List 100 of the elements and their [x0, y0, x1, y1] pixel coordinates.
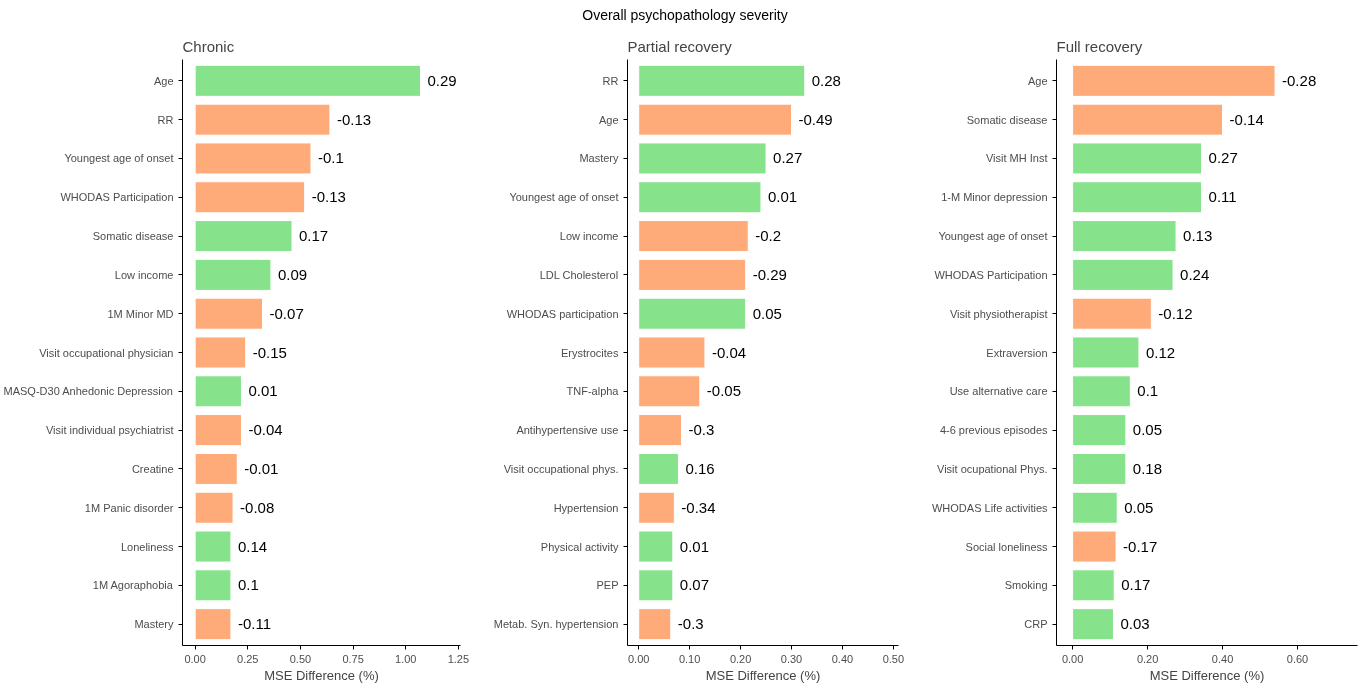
bar	[638, 258, 747, 291]
text: Overall psychopathology severity	[582, 6, 788, 25]
y-tick-label: Age	[1027, 74, 1048, 87]
x-tick-label: 0.60	[1286, 652, 1309, 665]
y-tick-label: CRP	[1024, 618, 1048, 631]
x-tick-label: 0.00	[1061, 652, 1084, 665]
y-tick-label: WHODAS Participation	[60, 191, 174, 204]
annotation: 0.01	[767, 188, 798, 206]
y-tick-label: LDL Cholesterol	[539, 268, 619, 281]
bar	[638, 64, 806, 97]
x-axis-title: MSE Difference (%)	[1149, 667, 1265, 683]
y-tick-label: RR	[602, 74, 619, 87]
bar	[638, 103, 793, 136]
annotation: 0.27	[773, 149, 803, 167]
y-tick-label: Mastery	[579, 152, 619, 165]
bar	[638, 414, 682, 447]
bar	[638, 530, 674, 563]
chart-title: Partial recovery	[627, 37, 733, 55]
bar	[194, 608, 232, 641]
chart-title: Full recovery	[1056, 37, 1143, 55]
y-tick-label: Use alternative care	[949, 385, 1048, 398]
y-tick-label: Visit MH Inst	[985, 152, 1048, 165]
annotation: 0.17	[299, 227, 329, 245]
y-tick-label: MASQ-D30 Anhedonic Depression	[3, 385, 173, 398]
bar	[194, 414, 242, 447]
bar	[1072, 414, 1127, 447]
y-tick-label: PEP	[596, 579, 619, 592]
y-tick-label: TNF-alpha	[566, 385, 620, 398]
y-tick-label: Visit physiotherapist	[949, 307, 1048, 320]
y-tick-label: 1M Agoraphobia	[92, 579, 174, 592]
bar	[194, 336, 247, 369]
annotation: 0.24	[1180, 265, 1210, 283]
annotation: 0.05	[1124, 498, 1154, 516]
x-tick-label: 0.50	[289, 652, 312, 665]
bar	[638, 181, 762, 214]
bar	[194, 530, 232, 563]
bar	[638, 608, 672, 641]
bar	[194, 103, 331, 136]
y-tick-label: 1M Panic disorder	[84, 501, 174, 514]
bar	[638, 142, 767, 175]
bar	[1072, 64, 1276, 97]
bar	[1072, 181, 1203, 214]
annotation: 0.27	[1208, 149, 1238, 167]
bar	[1072, 375, 1131, 408]
bar	[1072, 258, 1174, 291]
y-tick-label: WHODAS participation	[506, 307, 619, 320]
y-tick-label: Mastery	[134, 618, 174, 631]
bar	[1072, 336, 1140, 369]
annotation: -0.11	[237, 615, 272, 633]
annotation: 0.1	[237, 576, 259, 594]
y-tick-label: 1M Minor MD	[107, 307, 174, 320]
y-tick-label: Social loneliness	[965, 540, 1048, 553]
y-tick-label: RR	[157, 113, 174, 126]
annotation: 0.05	[1132, 421, 1163, 439]
annotation: 0.14	[237, 537, 268, 555]
bar	[1072, 103, 1224, 136]
annotation: -0.12	[1158, 304, 1193, 322]
annotation: -0.2	[755, 227, 782, 245]
y-tick-label: Low income	[559, 230, 619, 243]
y-tick-label: Visit occupational physician	[39, 346, 174, 359]
y-tick-label: Erystrocites	[561, 346, 619, 359]
x-tick-label: 0.10	[678, 652, 701, 665]
y-tick-label: Metab. Syn. hypertension	[493, 618, 619, 631]
x-tick-label: 0.00	[184, 652, 206, 665]
y-tick-label: Age	[153, 74, 174, 87]
bar	[1072, 491, 1118, 524]
bar	[1072, 297, 1152, 330]
bar	[194, 452, 238, 485]
y-tick-label: 4-6 previous episodes	[939, 424, 1048, 437]
y-tick-label: Age	[598, 113, 619, 126]
bar	[194, 569, 232, 602]
annotation: -0.13	[336, 110, 372, 128]
annotation: 0.12	[1145, 343, 1176, 361]
annotation: -0.17	[1123, 537, 1158, 555]
bar	[1072, 220, 1177, 253]
y-tick-label: WHODAS Life activities	[931, 501, 1048, 514]
bar	[1072, 608, 1114, 641]
bar	[638, 336, 706, 369]
y-tick-label: Creatine	[131, 462, 174, 475]
annotation: -0.01	[244, 459, 279, 477]
bar	[194, 220, 293, 253]
annotation: 0.13	[1183, 227, 1213, 245]
y-tick-label: Visit occupational phys.	[503, 462, 619, 475]
y-tick-label: Somatic disease	[966, 113, 1048, 126]
y-tick-label: Smoking	[1004, 579, 1048, 592]
annotation: 0.11	[1208, 188, 1237, 206]
bar	[194, 64, 421, 97]
bar	[638, 569, 674, 602]
annotation: 0.05	[752, 304, 782, 322]
bar	[194, 181, 306, 214]
x-tick-label: 0.75	[342, 652, 364, 665]
bar	[1072, 569, 1115, 602]
x-tick-label: 0.40	[1211, 652, 1234, 665]
bar	[1072, 142, 1203, 175]
annotation: -0.07	[269, 304, 304, 322]
annotation: -0.3	[677, 615, 704, 633]
annotation: 0.17	[1121, 576, 1151, 594]
annotation: 0.07	[679, 576, 710, 594]
annotation: -0.29	[752, 265, 787, 283]
y-tick-label: Visit individual psychiatrist	[45, 424, 174, 437]
